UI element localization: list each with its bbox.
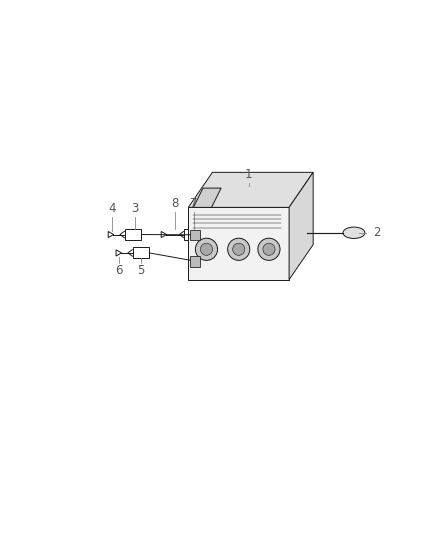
Circle shape bbox=[195, 238, 218, 260]
Text: 3: 3 bbox=[131, 202, 138, 215]
Circle shape bbox=[201, 243, 212, 255]
Circle shape bbox=[258, 238, 280, 260]
Text: 6: 6 bbox=[115, 264, 123, 277]
Bar bbox=[184, 229, 199, 240]
Polygon shape bbox=[116, 250, 122, 256]
Circle shape bbox=[263, 243, 275, 255]
Bar bbox=[133, 247, 149, 259]
Bar bbox=[188, 207, 289, 280]
Text: 1: 1 bbox=[245, 168, 253, 181]
Circle shape bbox=[228, 238, 250, 260]
Text: 4: 4 bbox=[108, 202, 116, 215]
Ellipse shape bbox=[343, 227, 365, 238]
Text: 7: 7 bbox=[190, 197, 198, 210]
Bar bbox=[125, 229, 141, 240]
Text: 5: 5 bbox=[138, 264, 145, 277]
Polygon shape bbox=[194, 188, 221, 207]
Polygon shape bbox=[289, 172, 313, 280]
Circle shape bbox=[233, 243, 245, 255]
Bar bbox=[190, 256, 199, 267]
Text: 2: 2 bbox=[373, 227, 381, 239]
Polygon shape bbox=[161, 231, 167, 238]
Bar bbox=[190, 230, 199, 240]
Polygon shape bbox=[108, 231, 114, 238]
Text: 8: 8 bbox=[172, 197, 179, 210]
Polygon shape bbox=[188, 172, 313, 207]
